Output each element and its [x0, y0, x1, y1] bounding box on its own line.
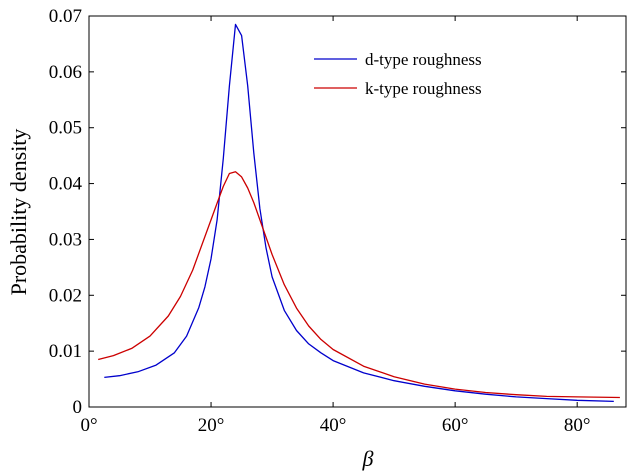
legend: d-type roughness k-type roughness	[314, 50, 482, 98]
legend-label-d-type: d-type roughness	[365, 50, 482, 69]
y-tick-label: 0.03	[49, 229, 82, 250]
x-tick-label: 80°	[564, 415, 591, 436]
series-group	[98, 23, 620, 403]
y-tick-label: 0	[73, 397, 83, 418]
y-axis-title: Probability density	[6, 129, 31, 296]
x-tick-label: 40°	[320, 415, 347, 436]
y-tick-label: 0.07	[49, 6, 82, 27]
y-tick-label: 0.06	[49, 62, 82, 83]
series-line-d-type	[104, 23, 614, 403]
x-axis-title: β	[362, 446, 374, 471]
series-line-k-type	[98, 171, 620, 399]
legend-label-k-type: k-type roughness	[365, 79, 482, 98]
x-tick-label: 60°	[442, 415, 469, 436]
plot-frame	[88, 15, 627, 408]
y-tick-label: 0.02	[49, 285, 82, 306]
y-tick-label: 0.04	[49, 174, 83, 195]
y-tick-label: 0.01	[49, 341, 82, 362]
x-tick-label: 0°	[80, 415, 97, 436]
y-tick-label: 0.05	[49, 118, 82, 139]
tick-group: 0° 20° 40° 60° 80° 0 0.01 0.02 0.03 0.04 0.05 0.06 0…	[49, 6, 626, 436]
x-tick-label: 20°	[198, 415, 225, 436]
